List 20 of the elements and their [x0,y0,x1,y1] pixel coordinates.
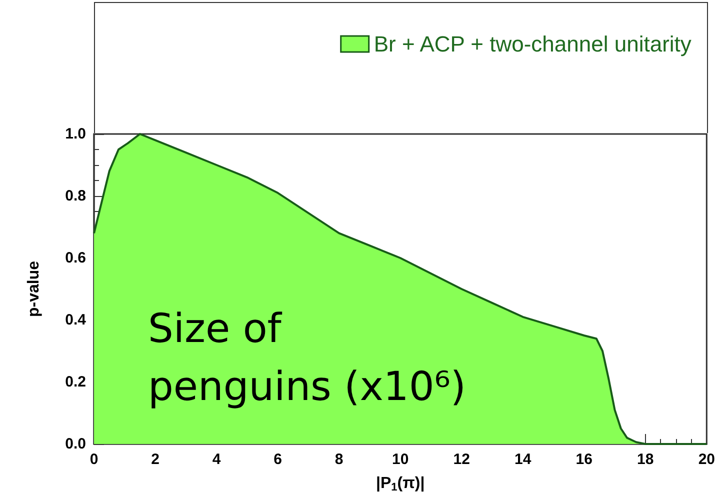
y-tick-label: 0.6 [65,250,86,266]
x-tick-label: 2 [151,451,160,468]
annotation: Size of penguins (x10⁶) [148,306,466,410]
y-tick-label: 1.0 [65,126,86,142]
y-tick-label: 0.4 [65,312,87,328]
x-tick-label: 20 [698,451,715,468]
x-tick-label: 14 [514,451,532,468]
x-tick-label: 6 [274,451,282,468]
y-tick-label: 0.2 [65,374,86,390]
x-tick-label: 12 [453,451,470,468]
y-tick-label: 0.8 [65,188,86,204]
x-tick-label: 4 [212,451,222,468]
x-tick-label: 8 [334,451,344,468]
x-tick-label: 18 [637,451,654,468]
legend-label: Br + ACP + two-channel unitarity [374,32,692,56]
y-axis-title: p-value [26,260,42,318]
x-tick-label: 10 [392,451,409,468]
x-tick-label: 16 [576,451,592,468]
y-tick-label: 0.0 [65,436,86,452]
x-tick-label: 0 [90,451,98,468]
